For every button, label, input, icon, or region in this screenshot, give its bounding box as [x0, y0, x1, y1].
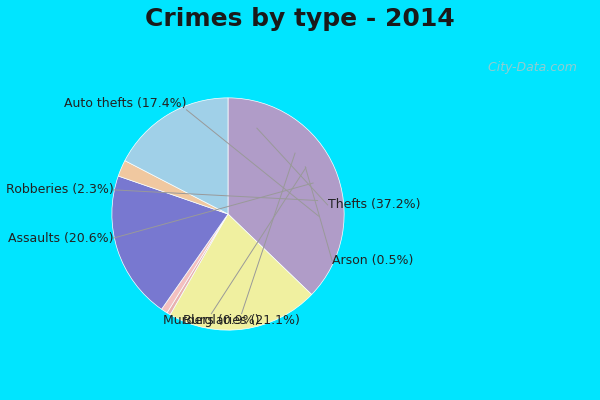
Text: Murders (0.9%): Murders (0.9%)	[163, 314, 260, 327]
Wedge shape	[170, 214, 311, 330]
Text: City-Data.com: City-Data.com	[480, 62, 577, 74]
Text: Assaults (20.6%): Assaults (20.6%)	[8, 232, 113, 245]
Text: Robberies (2.3%): Robberies (2.3%)	[5, 183, 113, 196]
Wedge shape	[161, 214, 228, 313]
Wedge shape	[228, 98, 344, 294]
Text: Thefts (37.2%): Thefts (37.2%)	[328, 198, 420, 212]
Text: Auto thefts (17.4%): Auto thefts (17.4%)	[64, 97, 187, 110]
Text: Crimes by type - 2014: Crimes by type - 2014	[145, 7, 455, 31]
Wedge shape	[112, 176, 228, 309]
Text: Burglaries (21.1%): Burglaries (21.1%)	[183, 314, 300, 327]
Wedge shape	[125, 98, 228, 214]
Text: Arson (0.5%): Arson (0.5%)	[332, 254, 413, 267]
Wedge shape	[167, 214, 228, 315]
Wedge shape	[118, 161, 228, 214]
